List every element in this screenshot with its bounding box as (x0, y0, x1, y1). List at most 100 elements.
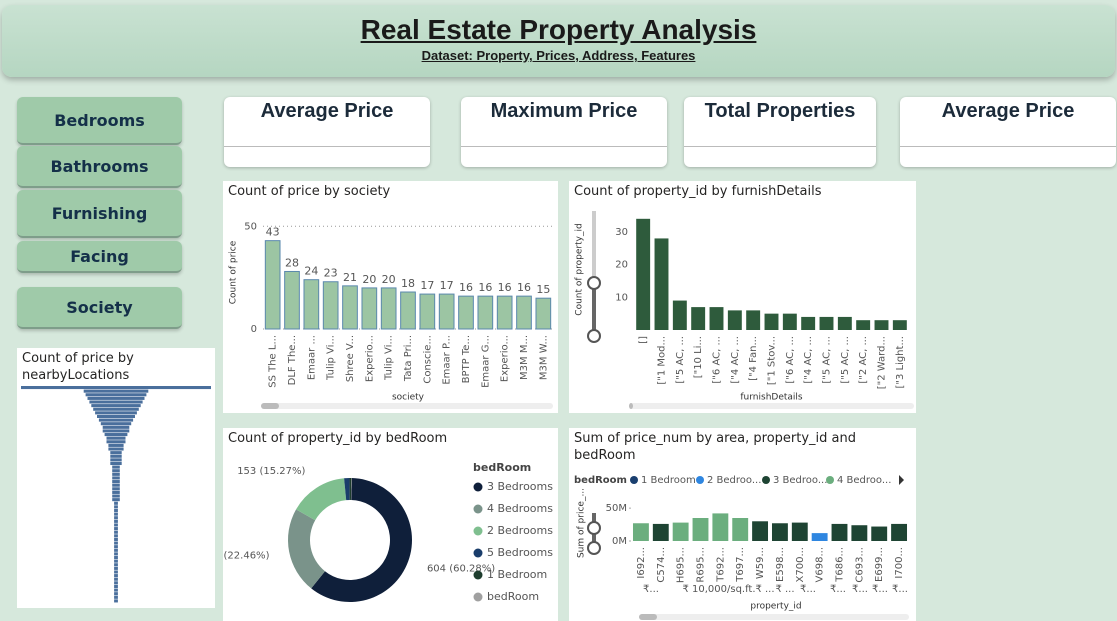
bar (342, 285, 358, 330)
x-tick-label: Emaar G... (480, 335, 491, 388)
scrollbar (639, 614, 909, 620)
chart (21, 386, 211, 603)
x-tick-label: C693... (854, 547, 865, 583)
x-tick-label: M3M W... (538, 335, 549, 380)
funnel-bar (87, 396, 145, 400)
column (851, 525, 868, 541)
chart-title: Sum of price_num by area, property_id an… (574, 431, 857, 463)
data-label: 17 (420, 279, 434, 292)
bar (856, 320, 871, 330)
funnel-bar (112, 465, 120, 469)
donut-slice (296, 478, 347, 521)
x-group-label: ₹... (852, 584, 868, 595)
x-tick-label: ["3 Light... (895, 336, 906, 389)
slicer[interactable]: Furnishing (17, 190, 182, 238)
legend-swatch (473, 526, 483, 536)
column (771, 523, 788, 541)
x-group-label: ₹... (830, 584, 846, 595)
scroll-thumb (639, 614, 657, 620)
bar (874, 320, 889, 330)
funnel-bar (114, 508, 118, 513)
funnel-bar (112, 487, 120, 491)
bar (419, 293, 436, 330)
x-tick-label: T692... (715, 547, 726, 583)
chart: 0 50 43 SS The L... 28 DLF The... 24 Emaar ... 2… (229, 221, 553, 409)
slicer[interactable]: Facing (17, 241, 182, 273)
bar (746, 310, 761, 330)
funnel-bar (114, 592, 118, 596)
bar (819, 316, 834, 330)
x-axis-label: property_id (750, 602, 801, 612)
y-axis-label: Count of price (229, 240, 239, 304)
donut-slice (349, 478, 352, 501)
column (632, 523, 649, 541)
funnel-bar (114, 581, 118, 585)
scrollbar (261, 403, 553, 409)
data-label: 153 (15.27%) (237, 466, 305, 477)
bar (654, 238, 669, 330)
x-tick-label: V698... (815, 547, 826, 582)
data-label: 20 (362, 273, 376, 286)
x-tick-label: Experio... (364, 335, 375, 382)
card-title: Total Properties (704, 100, 856, 122)
x-tick-label: E699... (874, 547, 885, 582)
kpi-card: Average Price (224, 97, 430, 167)
x-axis-label: society (392, 393, 425, 403)
bar (400, 291, 416, 330)
data-label: 225 (22.46%) (223, 550, 270, 561)
x-tick-label: Emaar ... (306, 335, 317, 380)
legend-swatch (473, 570, 483, 580)
slider-handle (587, 521, 601, 535)
funnel-bar (114, 595, 118, 599)
slicer[interactable]: Bathrooms (17, 146, 182, 188)
y-tick-label: 20 (615, 260, 628, 271)
bar (380, 287, 397, 330)
x-tick-label: Emaar P... (442, 335, 453, 385)
bar (477, 295, 494, 330)
funnel-bar (112, 469, 120, 473)
y-tick-label: 50 (244, 221, 257, 232)
data-label: 16 (517, 281, 531, 294)
data-label: 43 (266, 226, 280, 239)
scroll-thumb (629, 403, 633, 409)
funnel-bar (108, 447, 124, 451)
data-label: 16 (478, 281, 492, 294)
funnel-bar (100, 422, 132, 426)
chart-title: Count of property_id by furnishDetails (574, 184, 822, 199)
chart-panel: Count of price by nearbyLocations (17, 348, 215, 608)
chart-panel: 604 (60.28%) 225 (22.46%) 153 (15.27%) bedR… (223, 428, 558, 621)
x-group-label: ₹... (892, 584, 908, 595)
bar (535, 297, 552, 330)
data-label: 16 (498, 281, 512, 294)
funnel-bar (112, 472, 120, 476)
card-value-bar (224, 146, 430, 167)
funnel-bar (106, 436, 126, 440)
funnel-bar (114, 566, 118, 570)
card-value-bar (684, 146, 876, 167)
funnel-bar (114, 577, 118, 581)
funnel-bar (114, 512, 118, 516)
chart-panel: 0 50 43 SS The L... 28 DLF The... 24 Emaar ... 2… (223, 181, 558, 413)
funnel-bar (114, 563, 118, 567)
funnel-bar (104, 433, 128, 437)
legend-swatch (473, 504, 483, 514)
funnel-bar (112, 480, 120, 484)
chart-title: Count of price by nearbyLocations (22, 351, 134, 383)
y-axis-label: Count of property_id (575, 223, 585, 315)
funnel-bar (114, 599, 118, 603)
legend-label: 2 Bedrooms (487, 524, 553, 537)
slicer[interactable]: Bedrooms (17, 97, 182, 145)
x-tick-label: ["5 AC, ... (675, 336, 686, 384)
x-group-label: ₹ ... (775, 584, 794, 595)
x-tick-label: [] (638, 336, 649, 344)
kpi-card: Maximum Price (461, 97, 667, 167)
slicer[interactable]: Society (17, 287, 182, 329)
data-label: 20 (382, 273, 396, 286)
subtitle: Dataset: Property, Prices, Address, Feat… (421, 48, 696, 63)
column (752, 521, 769, 541)
chart: 10 20 30 [] ["1 Mod... ["5 AC, ... ["10 Li... [… (575, 211, 914, 409)
x-tick-label: ["6 AC, ... (712, 336, 723, 384)
funnel-bar (114, 534, 118, 538)
funnel-bar (102, 429, 130, 433)
bar (709, 307, 724, 330)
